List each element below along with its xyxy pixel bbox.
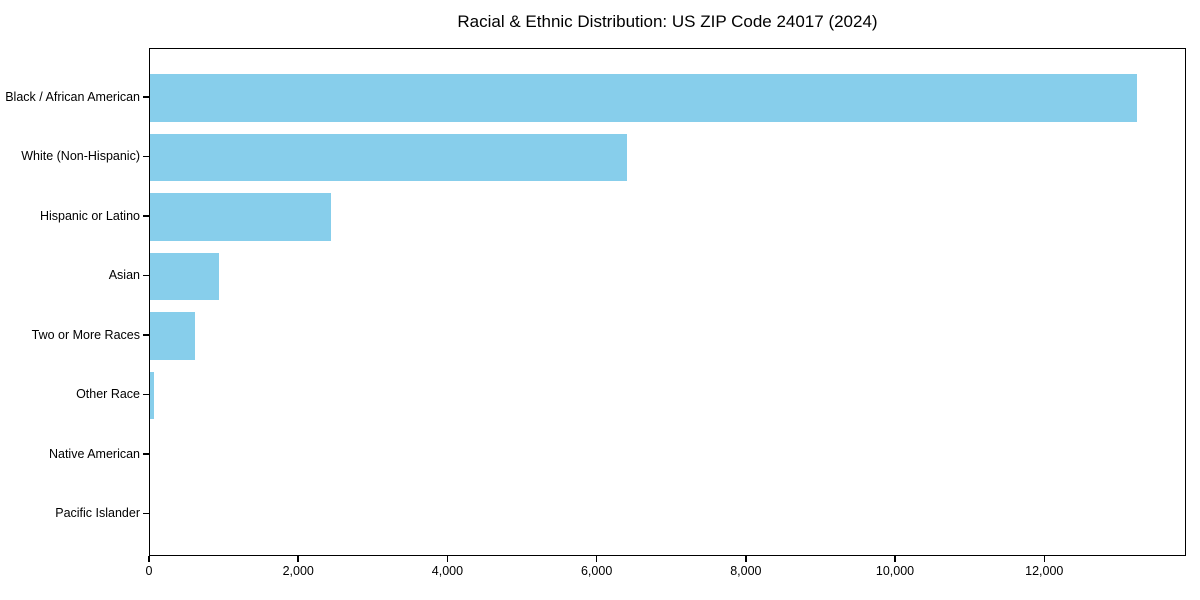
x-tick-mark [148, 556, 150, 562]
y-tick-label: Two or More Races [31, 327, 140, 342]
y-tick-mark [143, 274, 149, 277]
x-tick-mark [745, 556, 747, 562]
plot-area [149, 48, 1186, 556]
bar-4 [150, 312, 195, 360]
y-tick-mark [143, 215, 149, 217]
y-tick-label: Asian [108, 268, 140, 282]
x-tick-mark [894, 556, 896, 562]
bar-2 [150, 193, 331, 241]
y-tick-label: Pacific Islander [55, 506, 140, 520]
chart-title: Racial & Ethnic Distribution: US ZIP Cod… [457, 12, 878, 31]
x-tick-mark [297, 556, 299, 562]
x-tick-mark [1043, 556, 1045, 562]
bar-3 [150, 252, 219, 301]
y-tick-mark [143, 155, 149, 158]
y-tick-label: Black / African American [5, 89, 140, 104]
y-tick-mark [143, 96, 149, 98]
bar-5 [150, 371, 155, 420]
bar-1 [150, 133, 628, 182]
x-tick-label: 4,000 [431, 564, 464, 578]
x-tick-label: 0 [145, 564, 153, 578]
x-tick-label: 2,000 [282, 564, 314, 578]
x-tick-label: 12,000 [1025, 564, 1064, 578]
y-tick-label: Other Race [76, 387, 140, 401]
y-tick-mark [143, 393, 149, 396]
x-tick-label: 6,000 [580, 564, 613, 578]
x-tick-mark [446, 556, 449, 562]
bar-0 [150, 74, 1137, 122]
y-tick-mark [143, 512, 149, 515]
y-tick-label: Native American [48, 446, 140, 461]
x-tick-label: 10,000 [875, 564, 915, 578]
y-tick-mark [143, 334, 149, 336]
y-tick-label: Hispanic or Latino [39, 208, 140, 223]
y-tick-label: White (Non-Hispanic) [21, 149, 140, 163]
y-tick-mark [143, 453, 149, 455]
x-tick-label: 8,000 [730, 564, 762, 578]
x-tick-mark [595, 556, 598, 562]
